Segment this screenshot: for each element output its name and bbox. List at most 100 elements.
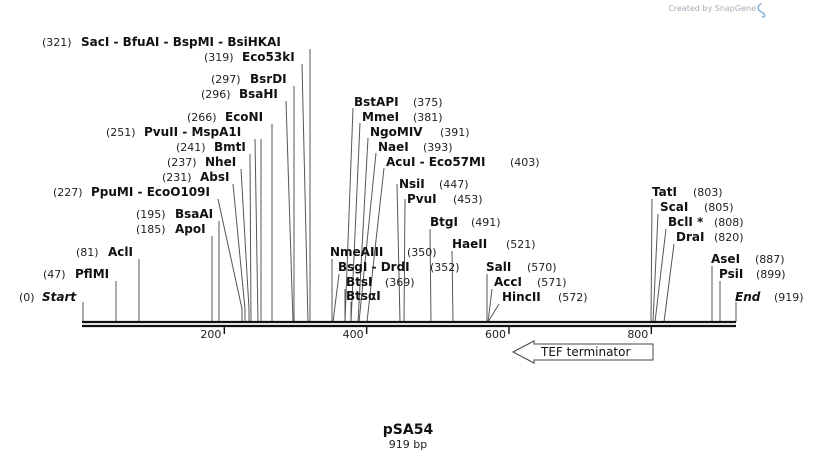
site-label-haeii: HaeII (521) [452, 237, 536, 251]
svg-text:ScaI: ScaI [660, 200, 688, 214]
svg-text:(803): (803) [693, 186, 723, 199]
svg-text:DraI: DraI [676, 230, 704, 244]
svg-text:(227): (227) [53, 186, 83, 199]
site-label-ngomiv: NgoMIV (391) [370, 125, 470, 139]
site-label-nsii: NsiI (447) [399, 177, 469, 191]
svg-text:(887): (887) [755, 253, 785, 266]
axis-ticks: 200 400 600 800 [200, 327, 653, 341]
svg-text:Eco53kI: Eco53kI [242, 50, 295, 64]
svg-text:BsrDI: BsrDI [250, 72, 287, 86]
svg-text:PsiI: PsiI [719, 267, 743, 281]
plasmid-length: 919 bp [389, 438, 427, 451]
end-position: (919) [774, 291, 804, 304]
svg-text:NaeI: NaeI [378, 140, 409, 154]
snapgene-watermark: Created by SnapGene [668, 3, 766, 18]
svg-text:HincII: HincII [502, 290, 541, 304]
svg-text:NmeAIII: NmeAIII [330, 245, 383, 259]
site-labels-middle: BstAPI (375) MmeI (381) NgoMIV (391) Nae… [330, 95, 588, 304]
svg-text:(375): (375) [413, 96, 443, 109]
site-label-naei: NaeI (393) [378, 140, 453, 154]
svg-text:PpuMI - EcoO109I: PpuMI - EcoO109I [91, 185, 210, 199]
site-label-drai: DraI (820) [676, 230, 744, 244]
site-label-sali: SalI (570) [486, 260, 557, 274]
site-label-bmti: (241) BmtI [176, 140, 246, 154]
svg-text:BtgI: BtgI [430, 215, 458, 229]
site-label-scai: ScaI (805) [660, 200, 734, 214]
svg-text:BstAPI: BstAPI [354, 95, 399, 109]
svg-text:(381): (381) [413, 111, 443, 124]
site-label-bsahi: (296) BsaHI [201, 87, 278, 101]
svg-text:(321): (321) [42, 36, 72, 49]
svg-text:MmeI: MmeI [362, 110, 399, 124]
svg-text:HaeII: HaeII [452, 237, 487, 251]
svg-text:(899): (899) [756, 268, 786, 281]
svg-text:(296): (296) [201, 88, 231, 101]
site-label-acci: AccI (571) [494, 275, 567, 289]
start-marker: (0) Start [19, 290, 77, 304]
site-label-btgi: BtgI (491) [430, 215, 501, 229]
site-label-pvuii: (251) PvuII - MspA1I [106, 125, 241, 139]
end-label: End [735, 290, 761, 304]
svg-text:EcoNI: EcoNI [225, 110, 263, 124]
svg-text:NgoMIV: NgoMIV [370, 125, 423, 139]
site-label-bsgi: BsgI - DrdI (352) [338, 260, 460, 274]
svg-text:(369): (369) [385, 276, 415, 289]
site-label-pvui: PvuI (453) [407, 192, 483, 206]
site-label-acui: AcuI - Eco57MI (403) [386, 155, 540, 169]
svg-text:AseI: AseI [711, 252, 740, 266]
svg-text:(491): (491) [471, 216, 501, 229]
svg-text:AclI: AclI [108, 245, 133, 259]
svg-text:PvuI: PvuI [407, 192, 437, 206]
svg-text:(393): (393) [423, 141, 453, 154]
svg-text:BclI *: BclI * [668, 215, 704, 229]
svg-text:(805): (805) [704, 201, 734, 214]
svg-text:AccI: AccI [494, 275, 522, 289]
svg-text:TatI: TatI [652, 185, 677, 199]
svg-text:(572): (572) [558, 291, 588, 304]
start-label: Start [42, 290, 77, 304]
svg-text:BtsI: BtsI [346, 275, 373, 289]
site-label-btsai: BtsαI [346, 289, 381, 303]
svg-text:BmtI: BmtI [214, 140, 246, 154]
site-label-eco53ki: (319) Eco53kI [204, 50, 295, 64]
end-marker: End (919) [735, 290, 804, 304]
site-label-nmeaiii: NmeAIII (350) [330, 245, 437, 259]
svg-text:(185): (185) [136, 223, 166, 236]
plasmid-name: pSA54 [383, 422, 434, 438]
axis-tick-label: 600 [485, 328, 506, 341]
svg-text:SalI: SalI [486, 260, 511, 274]
svg-text:(808): (808) [714, 216, 744, 229]
site-label-mmei: MmeI (381) [362, 110, 443, 124]
svg-text:BsaHI: BsaHI [239, 87, 278, 101]
svg-text:(453): (453) [453, 193, 483, 206]
svg-text:(521): (521) [506, 238, 536, 251]
svg-text:(352): (352) [430, 261, 460, 274]
svg-text:PvuII - MspA1I: PvuII - MspA1I [144, 125, 241, 139]
site-label-bsrdi: (297) BsrDI [211, 72, 287, 86]
site-labels-right: TatI (803) ScaI (805) BclI * (808) DraI … [652, 185, 786, 281]
svg-text:BsaAI: BsaAI [175, 207, 213, 221]
svg-text:(251): (251) [106, 126, 136, 139]
svg-text:(195): (195) [136, 208, 166, 221]
svg-text:BtsαI: BtsαI [346, 289, 381, 303]
sequence-backbone [82, 320, 736, 328]
site-labels-left: (321) SacI - BfuAI - BspMI - BsiHKAI (31… [42, 35, 295, 281]
start-position: (0) [19, 291, 35, 304]
site-label-bcli: BclI * (808) [668, 215, 744, 229]
site-label-apoi: (185) ApoI [136, 222, 206, 236]
site-label-absi: (231) AbsI [162, 170, 229, 184]
svg-text:(319): (319) [204, 51, 234, 64]
svg-text:AcuI - Eco57MI: AcuI - Eco57MI [386, 155, 485, 169]
site-label-hincii: HincII (572) [502, 290, 588, 304]
site-label-ppumi: (227) PpuMI - EcoO109I [53, 185, 210, 199]
svg-text:(81): (81) [76, 246, 99, 259]
svg-text:AbsI: AbsI [200, 170, 229, 184]
site-label-psii: PsiI (899) [719, 267, 786, 281]
svg-text:(403): (403) [510, 156, 540, 169]
site-label-btsi: BtsI (369) [346, 275, 415, 289]
svg-text:PflMI: PflMI [75, 267, 109, 281]
feature-tef-terminator: TEF terminator [511, 340, 654, 364]
site-label-nhei: (237) NheI [167, 155, 236, 169]
